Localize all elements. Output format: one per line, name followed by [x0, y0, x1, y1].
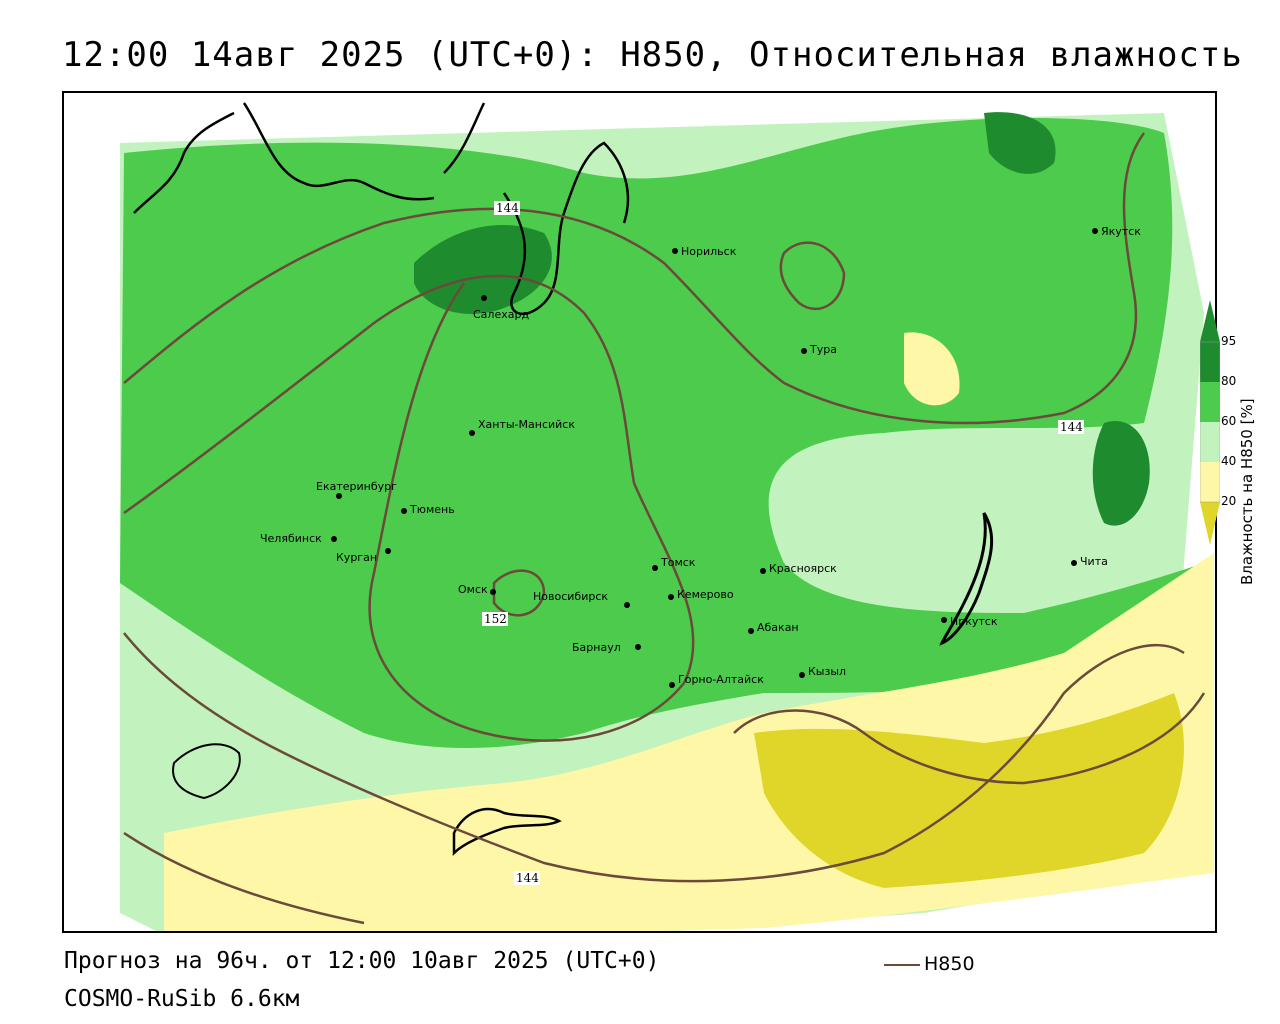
- contour-label-1: 144: [496, 201, 519, 215]
- city-markers: Якутск Норильск Салехард Тура Ханты-Манс…: [260, 225, 1141, 688]
- contour-legend: H850: [884, 953, 975, 975]
- city-kemerovo: Кемерово: [677, 588, 734, 601]
- city-gorno-altaysk: Горно-Алтайск: [678, 673, 764, 686]
- city-irkutsk: Иркутск: [950, 615, 998, 628]
- h850-contours: [123, 132, 1206, 925]
- contour-label-4: 152: [484, 612, 507, 626]
- dry-area-0: [754, 693, 1184, 888]
- city-yakutsk: Якутск: [1101, 225, 1141, 238]
- humid-area-95-north: [414, 224, 552, 314]
- humid-area-95-ne: [984, 112, 1056, 174]
- colorbar-title: Влажность на H850 [%]: [1238, 398, 1256, 585]
- dry-area-center: [904, 332, 960, 406]
- coastline-southwest: [172, 743, 241, 800]
- model-name: COSMO-RuSib 6.6км: [64, 986, 300, 1012]
- colorbar: [1200, 300, 1220, 545]
- contour-legend-label: H850: [924, 953, 975, 975]
- city-omsk: Омск: [458, 583, 488, 596]
- city-yekaterinburg: Екатеринбург: [316, 480, 397, 493]
- city-krasnoyarsk: Красноярск: [769, 562, 837, 575]
- city-chelyabinsk: Челябинск: [260, 532, 322, 545]
- colorbar-cap-top: [1200, 300, 1220, 342]
- humidity-map: 144 144 144 152 Якутск Норильск Салехард…: [64, 93, 1215, 931]
- city-kyzyl: Кызыл: [808, 665, 846, 678]
- map-title: 12:00 14авг 2025 (UTC+0): H850, Относите…: [62, 35, 1243, 75]
- city-kurgan: Курган: [336, 551, 377, 564]
- tick-80: 80: [1221, 374, 1237, 388]
- city-novosibirsk: Новосибирск: [533, 590, 608, 603]
- map-frame: 144 144 144 152 Якутск Норильск Салехард…: [62, 91, 1217, 933]
- tick-40: 40: [1221, 454, 1237, 468]
- city-barnaul: Барнаул: [572, 641, 621, 654]
- city-salekhard: Салехард: [473, 308, 529, 321]
- tick-95: 95: [1221, 334, 1237, 348]
- coastline-north: [133, 102, 630, 315]
- city-tura: Тура: [809, 343, 837, 356]
- forecast-info: Прогноз на 96ч. от 12:00 10авг 2025 (UTC…: [64, 948, 660, 974]
- humid-area-80: [120, 118, 1204, 748]
- contour-label-3: 144: [516, 871, 539, 885]
- colorbar-cap-bottom: [1200, 502, 1220, 545]
- contour-label-2: 144: [1060, 420, 1083, 434]
- contour-labels: 144 144 144 152: [482, 201, 1084, 885]
- city-khanty-mansiysk: Ханты-Мансийск: [478, 418, 575, 431]
- lake-baikal: [939, 512, 994, 646]
- tick-20: 20: [1221, 494, 1237, 508]
- city-tomsk: Томск: [660, 556, 696, 569]
- tick-60: 60: [1221, 414, 1237, 428]
- contour-legend-swatch: [884, 963, 920, 966]
- city-norilsk: Норильск: [681, 245, 737, 258]
- lake-balkhash: [452, 807, 562, 857]
- city-abakan: Абакан: [757, 621, 799, 634]
- city-tyumen: Тюмень: [409, 503, 455, 516]
- city-chita: Чита: [1080, 555, 1108, 568]
- humid-area-95-east: [1092, 421, 1150, 526]
